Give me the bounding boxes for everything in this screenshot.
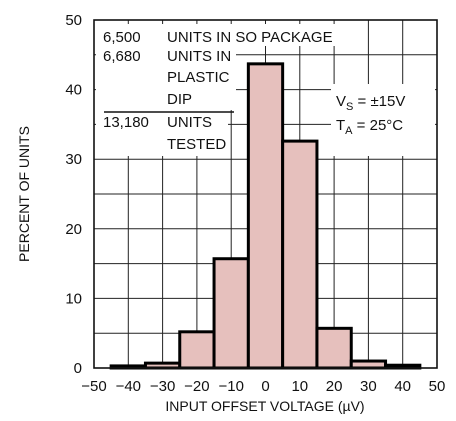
dip-label-3: DIP xyxy=(167,91,192,108)
units-annotation: 6,500 UNITS IN SO PACKAGE 6,680 UNITS IN… xyxy=(96,24,338,156)
y-tick-label: 50 xyxy=(65,12,82,29)
ambient-temp-label: TA = 25°C xyxy=(336,117,403,137)
supply-voltage-label: VS = ±15V xyxy=(336,93,405,113)
plot-frame xyxy=(93,19,438,369)
x-tick-label: −40 xyxy=(116,378,141,395)
y-tick-label: 0 xyxy=(74,360,82,377)
x-tick-label: 40 xyxy=(394,378,411,395)
histogram-bar xyxy=(212,257,250,370)
histogram-bar xyxy=(246,62,285,370)
x-tick-label: −50 xyxy=(81,378,106,395)
conditions-annotation: VS = ±15V TA = 25°C xyxy=(331,84,435,156)
total-label-2: TESTED xyxy=(167,136,226,153)
y-tick-labels: 0 10 20 30 40 50 xyxy=(65,12,82,377)
so-label: UNITS IN SO PACKAGE xyxy=(167,29,333,46)
y-axis-title: PERCENT OF UNITS xyxy=(16,126,32,262)
dip-label-1: UNITS IN xyxy=(167,48,231,65)
x-tick-label: 20 xyxy=(326,378,343,395)
x-tick-label: 0 xyxy=(261,378,269,395)
histogram-bar xyxy=(349,359,388,370)
y-tick-label: 20 xyxy=(65,221,82,238)
dip-count: 6,680 xyxy=(103,48,141,65)
x-axis-title: INPUT OFFSET VOLTAGE (µV) xyxy=(165,398,364,414)
x-tick-label: 30 xyxy=(360,378,377,395)
histogram-bars xyxy=(109,62,422,370)
total-label-1: UNITS xyxy=(167,114,212,131)
x-tick-label: −20 xyxy=(184,378,209,395)
x-tick-label: −10 xyxy=(218,378,243,395)
x-tick-label: 50 xyxy=(429,378,446,395)
so-count: 6,500 xyxy=(103,29,141,46)
histogram-bar xyxy=(178,330,216,370)
x-tick-labels: −50 −40 −30 −20 −10 0 10 20 30 40 50 xyxy=(81,378,445,395)
y-tick-label: 10 xyxy=(65,290,82,307)
x-tick-label: 10 xyxy=(291,378,308,395)
histogram-bar xyxy=(281,139,319,370)
histogram-bar xyxy=(315,326,353,370)
y-tick-label: 40 xyxy=(65,82,82,99)
x-tick-label: −30 xyxy=(150,378,175,395)
dip-label-2: PLASTIC xyxy=(167,69,230,86)
total-count: 13,180 xyxy=(103,114,149,131)
y-tick-label: 30 xyxy=(65,151,82,168)
